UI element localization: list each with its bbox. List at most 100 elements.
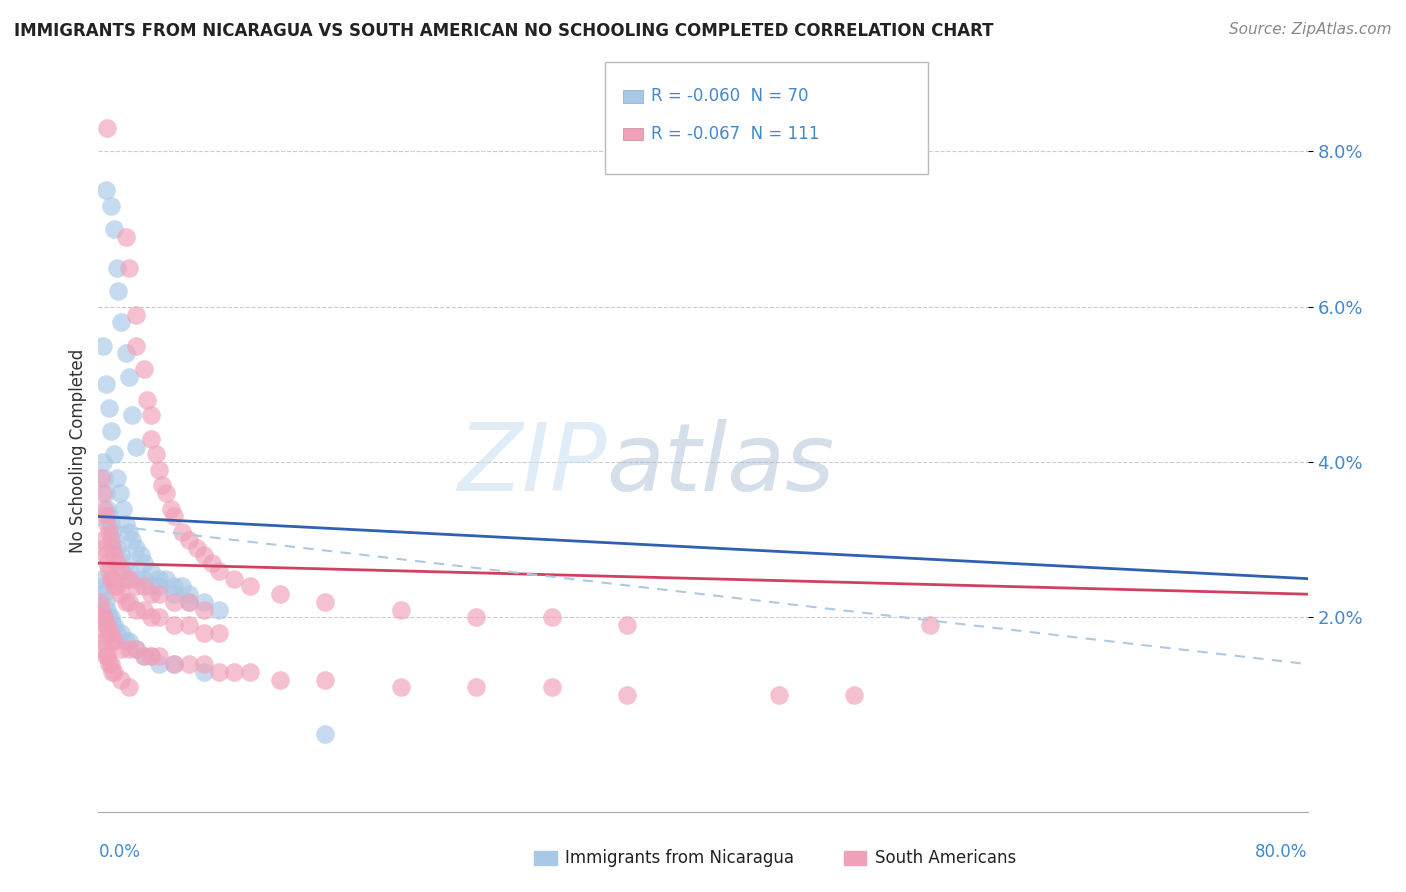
Point [114,229,136,244]
Text: 80.0%: 80.0% [1256,843,1308,861]
Point [98,564,121,578]
Point [96,517,118,532]
Point [179,533,201,547]
Point [132,362,155,376]
Point [163,579,186,593]
Point [118,260,141,275]
Point [105,541,128,555]
Point [193,657,215,672]
Point [239,665,262,679]
Point [389,681,412,695]
Point [141,649,163,664]
Point [100,424,122,438]
Point [314,595,336,609]
Point [918,618,941,632]
Point [118,572,141,586]
Point [91,486,114,500]
Point [141,409,163,423]
Point [208,603,231,617]
Point [118,564,141,578]
Point [100,533,122,547]
Point [103,447,125,461]
Point [103,533,125,547]
Point [141,610,163,624]
Point [91,533,114,547]
Point [93,610,115,624]
Point [98,657,121,672]
Point [98,610,121,624]
Point [94,549,117,563]
Point [93,541,115,555]
Point [125,579,148,593]
Point [465,610,488,624]
Point [201,556,224,570]
Point [98,524,121,539]
Point [110,315,132,329]
Point [101,665,124,679]
Point [91,633,114,648]
Point [163,657,186,672]
Point [193,549,215,563]
Point [103,579,125,593]
Point [101,524,124,539]
Point [103,618,125,632]
Point [114,633,136,648]
Point [141,564,163,578]
Point [105,556,128,570]
Point [163,509,186,524]
Point [125,603,148,617]
Point [114,556,136,570]
Point [155,486,177,500]
Point [208,564,231,578]
Point [155,572,177,586]
Point [163,587,186,601]
Text: R = -0.067  N = 111: R = -0.067 N = 111 [651,125,820,143]
Point [224,572,246,586]
Point [179,587,201,601]
Point [125,308,148,322]
Point [101,633,124,648]
Point [108,486,131,500]
Point [150,478,173,492]
Text: R = -0.060  N = 70: R = -0.060 N = 70 [651,87,808,105]
Point [193,603,215,617]
Point [105,579,128,593]
Point [224,665,246,679]
Point [141,587,163,601]
Point [179,618,201,632]
Point [141,579,163,593]
Point [94,486,117,500]
Point [100,657,122,672]
Point [105,470,128,484]
Point [186,541,208,555]
Point [90,626,112,640]
Point [160,501,183,516]
Point [96,649,118,664]
Point [125,338,148,352]
Point [94,183,117,197]
Point [179,595,201,609]
Point [125,641,148,656]
Point [114,572,136,586]
Point [101,618,124,632]
Point [121,533,143,547]
Point [94,649,117,664]
Point [100,626,122,640]
Point [148,610,170,624]
Point [129,549,152,563]
Point [98,509,121,524]
Point [90,572,112,586]
Point [148,579,170,593]
Point [96,501,118,516]
Point [100,572,122,586]
Point [208,626,231,640]
Point [103,665,125,679]
Point [768,688,790,702]
Point [193,626,215,640]
Point [110,626,132,640]
Point [179,657,201,672]
Point [148,572,170,586]
Point [94,618,117,632]
Y-axis label: No Schooling Completed: No Schooling Completed [69,349,87,552]
Point [101,572,124,586]
